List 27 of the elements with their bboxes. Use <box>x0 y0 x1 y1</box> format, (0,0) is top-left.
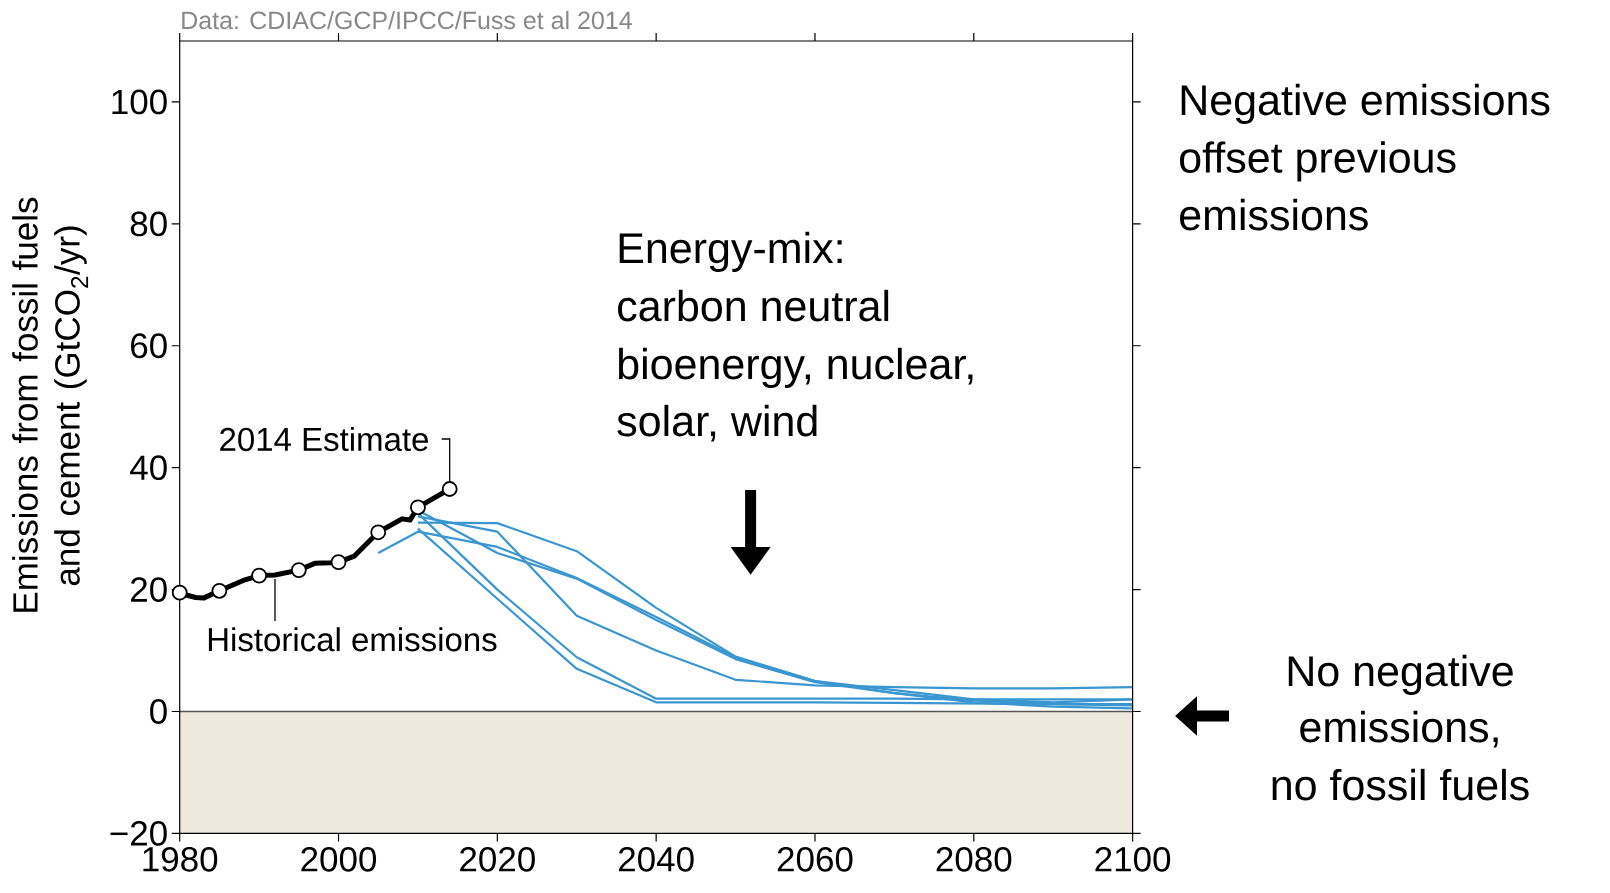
y-tick-label: 20 <box>131 577 167 602</box>
annotation: Historical emissions <box>208 627 497 652</box>
y-tick-label: 0 <box>150 699 167 724</box>
y-tick-label: 80 <box>130 211 167 237</box>
y-tick-label: 60 <box>131 333 167 359</box>
text: no fossil fuels <box>1272 768 1529 801</box>
annotation: Energy-mix: <box>619 231 842 272</box>
x-tick-label: 2080 <box>936 846 1012 872</box>
x-tick-label: 2040 <box>618 846 694 872</box>
annotation: 2014 Estimate <box>220 426 428 452</box>
y-tick-label: 40 <box>130 455 167 481</box>
annotation: solar, wind <box>617 404 817 442</box>
x-tick-label: 2000 <box>301 846 377 872</box>
x-tick-label: 2060 <box>777 846 853 872</box>
y-tick-label: −20 <box>110 821 167 846</box>
text: Negative emissions <box>1181 83 1550 124</box>
text: emissions, <box>1300 710 1498 748</box>
x-tick-label: 2100 <box>1095 846 1171 872</box>
text: emissions <box>1180 198 1368 231</box>
text: offset previous <box>1180 141 1456 182</box>
text: Data: CDIAC/GCP/IPCC/Fuss et al 2014 <box>182 10 632 30</box>
annotation: carbon neutral <box>618 289 889 322</box>
x-tick-label: 1980 <box>143 846 218 872</box>
annotation: bioenergy, nuclear, <box>618 347 973 388</box>
text: No negative <box>1288 654 1513 695</box>
y-tick-label: 100 <box>112 89 167 115</box>
x-tick-label: 2020 <box>460 846 535 872</box>
